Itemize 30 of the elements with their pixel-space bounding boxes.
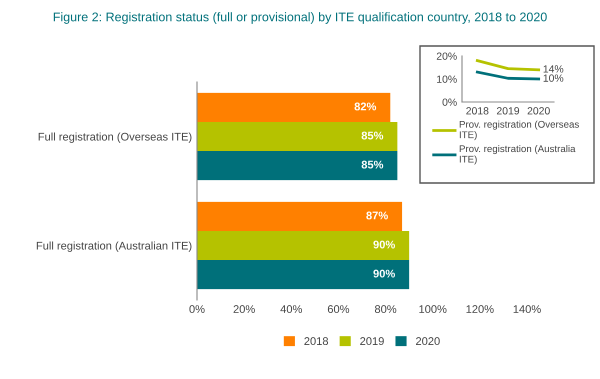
x-tick-label: 2020 <box>528 107 550 115</box>
y-tick-label: 20% <box>436 52 457 60</box>
x-tick-label: 120% <box>466 305 494 314</box>
legend-label: 2019 <box>360 337 384 346</box>
data-label: 87% <box>366 212 388 220</box>
legend-label: 2018 <box>304 337 328 346</box>
x-tick-label: 60% <box>328 305 350 314</box>
chart-title: Figure 2: Registration status (full or provisional) by ITE qualification country, 2018 to 2020 <box>54 12 547 24</box>
data-label: 14% <box>544 65 564 73</box>
x-tick-label: 40% <box>280 305 302 314</box>
x-tick-label: 2019 <box>496 107 520 115</box>
data-label: 90% <box>373 240 395 248</box>
y-tick-label: Full registration (Australian ITE) <box>36 241 192 252</box>
data-label: 85% <box>362 160 384 169</box>
legend-label: Prov. registration (Australia ITE) <box>460 145 576 165</box>
legend-label: Prov. registration (Overseas ITE) <box>460 120 579 140</box>
data-label: 85% <box>362 132 384 140</box>
x-tick-label: 2018 <box>466 107 488 115</box>
x-tick-label: 20% <box>234 305 255 314</box>
data-label: 90% <box>373 270 395 278</box>
y-tick-label: Full registration (Overseas ITE) <box>38 132 192 143</box>
y-tick-label: 10% <box>437 76 457 83</box>
data-label: 10% <box>544 74 564 82</box>
x-tick-label: 80% <box>374 305 396 314</box>
legend-label: 2020 <box>416 337 440 346</box>
y-tick-label: 0% <box>442 98 457 106</box>
x-tick-label: 140% <box>514 305 541 314</box>
x-tick-label: 100% <box>419 305 447 314</box>
data-label: 82% <box>354 102 376 110</box>
x-tick-label: 0% <box>189 305 205 314</box>
